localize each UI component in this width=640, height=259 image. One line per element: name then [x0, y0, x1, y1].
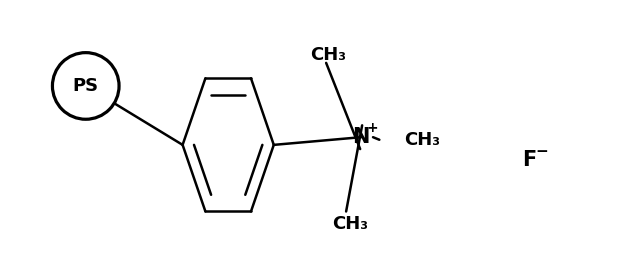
- Text: +: +: [366, 121, 378, 135]
- Text: CH₃: CH₃: [404, 131, 440, 149]
- Text: CH₃: CH₃: [332, 215, 368, 233]
- Text: −: −: [536, 144, 548, 159]
- Text: F: F: [522, 150, 536, 170]
- Text: N: N: [353, 127, 370, 147]
- Text: PS: PS: [73, 77, 99, 95]
- Text: CH₃: CH₃: [310, 46, 346, 64]
